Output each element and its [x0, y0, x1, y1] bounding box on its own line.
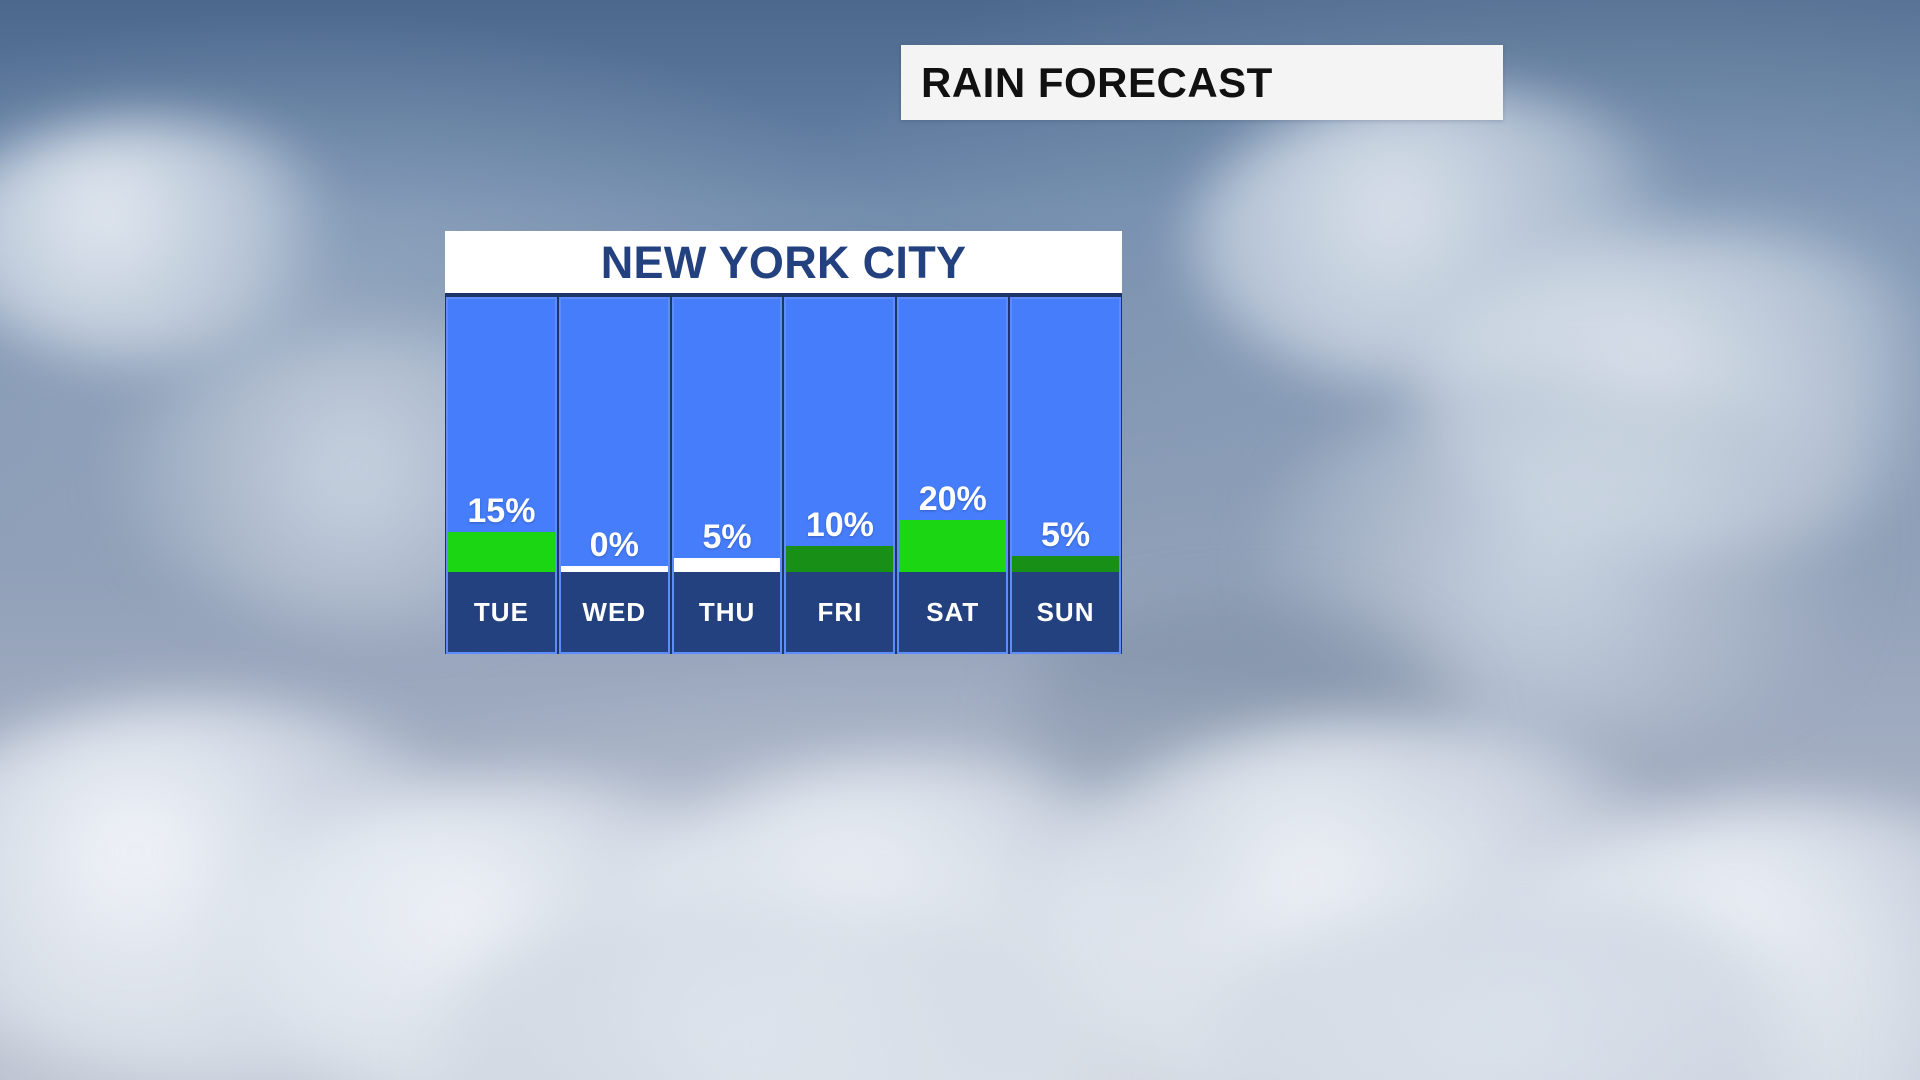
rain-chance-label: 10%	[805, 506, 874, 544]
rain-chance-label: 5%	[1040, 516, 1091, 554]
rain-chance-bar	[1012, 556, 1119, 572]
day-label-band: SAT	[899, 572, 1007, 652]
rain-chance-bar	[448, 532, 555, 572]
rain-chance-bar	[786, 546, 894, 572]
forecast-column-wed[interactable]: 0% WED	[558, 297, 670, 654]
day-label-band: FRI	[786, 572, 894, 652]
day-label: FRI	[817, 596, 863, 627]
day-label-band: TUE	[448, 572, 555, 652]
day-label-band: SUN	[1012, 572, 1119, 652]
forecast-column-fri[interactable]: 10% FRI	[784, 297, 896, 654]
day-label: TUE	[473, 596, 529, 627]
day-label: SAT	[926, 596, 980, 627]
rain-chance-label: 0%	[589, 526, 639, 564]
forecast-columns: 15% TUE 0% WED 5% THU 10% FRI 20% SAT 5% SUN	[445, 293, 1122, 654]
day-label-band: THU	[673, 572, 781, 652]
rain-chance-label: 5%	[702, 518, 752, 556]
forecast-column-sat[interactable]: 20% SAT	[897, 297, 1009, 654]
day-label: WED	[582, 596, 647, 627]
day-label-band: WED	[560, 572, 668, 652]
rain-forecast-title-bar: RAIN FORECAST	[901, 45, 1503, 120]
city-name: NEW YORK CITY	[600, 236, 967, 288]
rain-chance-label: 15%	[467, 492, 536, 530]
rain-chance-bar	[899, 520, 1007, 572]
rain-chance-bar	[673, 558, 781, 572]
page-title: RAIN FORECAST	[921, 58, 1273, 106]
rain-forecast-chart: NEW YORK CITY 15% TUE 0% WED 5% THU 10% FRI 20% S…	[445, 231, 1122, 654]
rain-chance-bar	[560, 566, 668, 572]
city-header-band: NEW YORK CITY	[445, 231, 1122, 293]
day-label: THU	[698, 596, 756, 627]
day-label: SUN	[1036, 596, 1095, 627]
forecast-column-tue[interactable]: 15% TUE	[446, 297, 557, 654]
forecast-column-sun[interactable]: 5% SUN	[1010, 297, 1121, 654]
forecast-column-thu[interactable]: 5% THU	[671, 297, 783, 654]
rain-chance-label: 20%	[918, 480, 987, 518]
